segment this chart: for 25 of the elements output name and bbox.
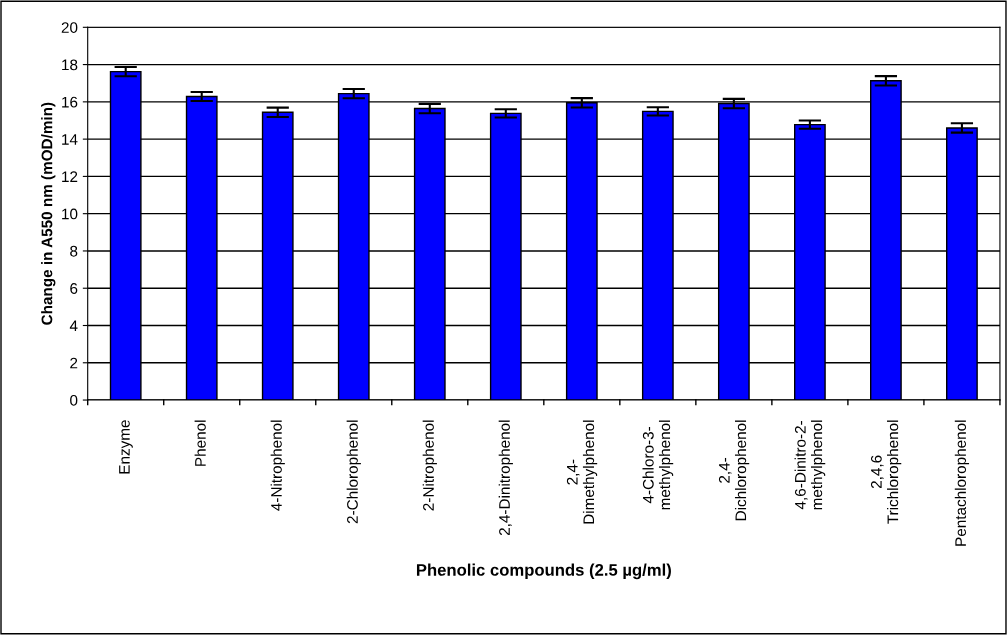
- x-tick-label: Enzyme: [119, 420, 133, 474]
- x-tick-label: 4-Chloro-3- methylphenol: [642, 420, 674, 510]
- y-tick-label: 8: [70, 245, 78, 257]
- y-tick-label: 10: [62, 208, 78, 220]
- y-tick-label: 14: [62, 134, 78, 145]
- y-tick-label: 6: [70, 283, 78, 294]
- x-tick-label: 2,4-Dinitrophenol: [498, 420, 513, 536]
- x-tick-label: 2-Nitrophenol: [422, 420, 437, 511]
- y-axis-title: Change in A550 nm (mOD/min): [41, 102, 56, 325]
- x-tick-label: 2,4- Dimethylphenol: [566, 420, 598, 524]
- x-tick-label: Pentachlorophenol: [954, 420, 970, 546]
- x-tick-label: 2-Chlorophenol: [346, 420, 361, 524]
- y-tick-label: 4: [69, 320, 78, 332]
- y-tick-label: 12: [62, 171, 78, 182]
- x-tick-label: 2,4,6 Trichlorophenol: [870, 420, 902, 524]
- y-tick-label: 0: [70, 394, 78, 406]
- y-tick-label: 20: [61, 22, 78, 33]
- x-tick-label: 4-Nitrophenol: [270, 420, 285, 511]
- y-tick-label: 18: [62, 59, 78, 71]
- x-tick-label: 4,6-Dinitro-2- methylphenol: [794, 420, 826, 510]
- x-axis-title: Phenolic compounds (2.5 µg/ml): [416, 563, 671, 580]
- y-tick-label: 16: [62, 96, 78, 108]
- y-tick-label: 2: [70, 357, 78, 369]
- x-tick-label: 2,4- Dichlorophenol: [718, 420, 750, 521]
- x-tick-label: Phenol: [194, 420, 206, 466]
